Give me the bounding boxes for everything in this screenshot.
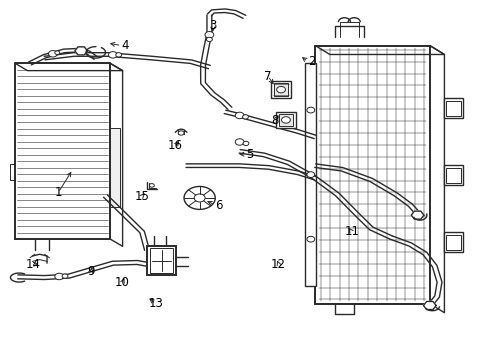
- Circle shape: [242, 115, 248, 119]
- Bar: [444, 98, 462, 118]
- Bar: [276, 112, 295, 128]
- Text: 10: 10: [115, 276, 130, 289]
- Text: 14: 14: [26, 258, 41, 271]
- Circle shape: [55, 51, 60, 54]
- Circle shape: [178, 131, 183, 135]
- Circle shape: [194, 194, 204, 202]
- Circle shape: [149, 184, 154, 187]
- Circle shape: [235, 139, 244, 145]
- Circle shape: [306, 107, 314, 113]
- Circle shape: [306, 236, 314, 242]
- Bar: [315, 45, 429, 304]
- Polygon shape: [423, 301, 435, 310]
- Text: 15: 15: [134, 190, 149, 203]
- Bar: [444, 232, 462, 252]
- Bar: [445, 168, 460, 183]
- Circle shape: [62, 274, 68, 278]
- Text: 6: 6: [215, 199, 223, 212]
- Text: 4: 4: [122, 39, 129, 52]
- Text: 11: 11: [344, 225, 359, 238]
- Bar: [278, 114, 293, 126]
- Circle shape: [276, 86, 285, 93]
- Circle shape: [108, 51, 117, 58]
- Bar: [271, 81, 290, 98]
- Circle shape: [55, 273, 63, 280]
- Polygon shape: [410, 211, 423, 219]
- Circle shape: [206, 37, 212, 41]
- Bar: [445, 100, 460, 116]
- Circle shape: [183, 186, 215, 210]
- Text: 9: 9: [87, 265, 95, 278]
- Bar: [444, 165, 462, 185]
- Bar: [305, 63, 316, 286]
- Text: 7: 7: [264, 69, 271, 82]
- Circle shape: [48, 50, 57, 57]
- Circle shape: [235, 112, 244, 119]
- Text: 1: 1: [54, 186, 62, 199]
- Circle shape: [306, 172, 314, 177]
- Bar: [147, 246, 176, 275]
- Text: 3: 3: [209, 19, 216, 32]
- Text: 8: 8: [271, 114, 278, 127]
- Bar: [445, 235, 460, 250]
- Text: 5: 5: [245, 148, 253, 161]
- Circle shape: [204, 32, 213, 38]
- Text: 13: 13: [148, 297, 163, 310]
- Bar: [273, 83, 288, 96]
- Circle shape: [116, 53, 122, 57]
- Polygon shape: [75, 47, 87, 55]
- Text: 12: 12: [270, 258, 285, 271]
- Bar: [150, 248, 173, 273]
- Text: 16: 16: [167, 139, 183, 152]
- Circle shape: [243, 141, 248, 145]
- Circle shape: [281, 117, 290, 123]
- Text: 2: 2: [307, 55, 315, 68]
- Bar: [110, 128, 120, 207]
